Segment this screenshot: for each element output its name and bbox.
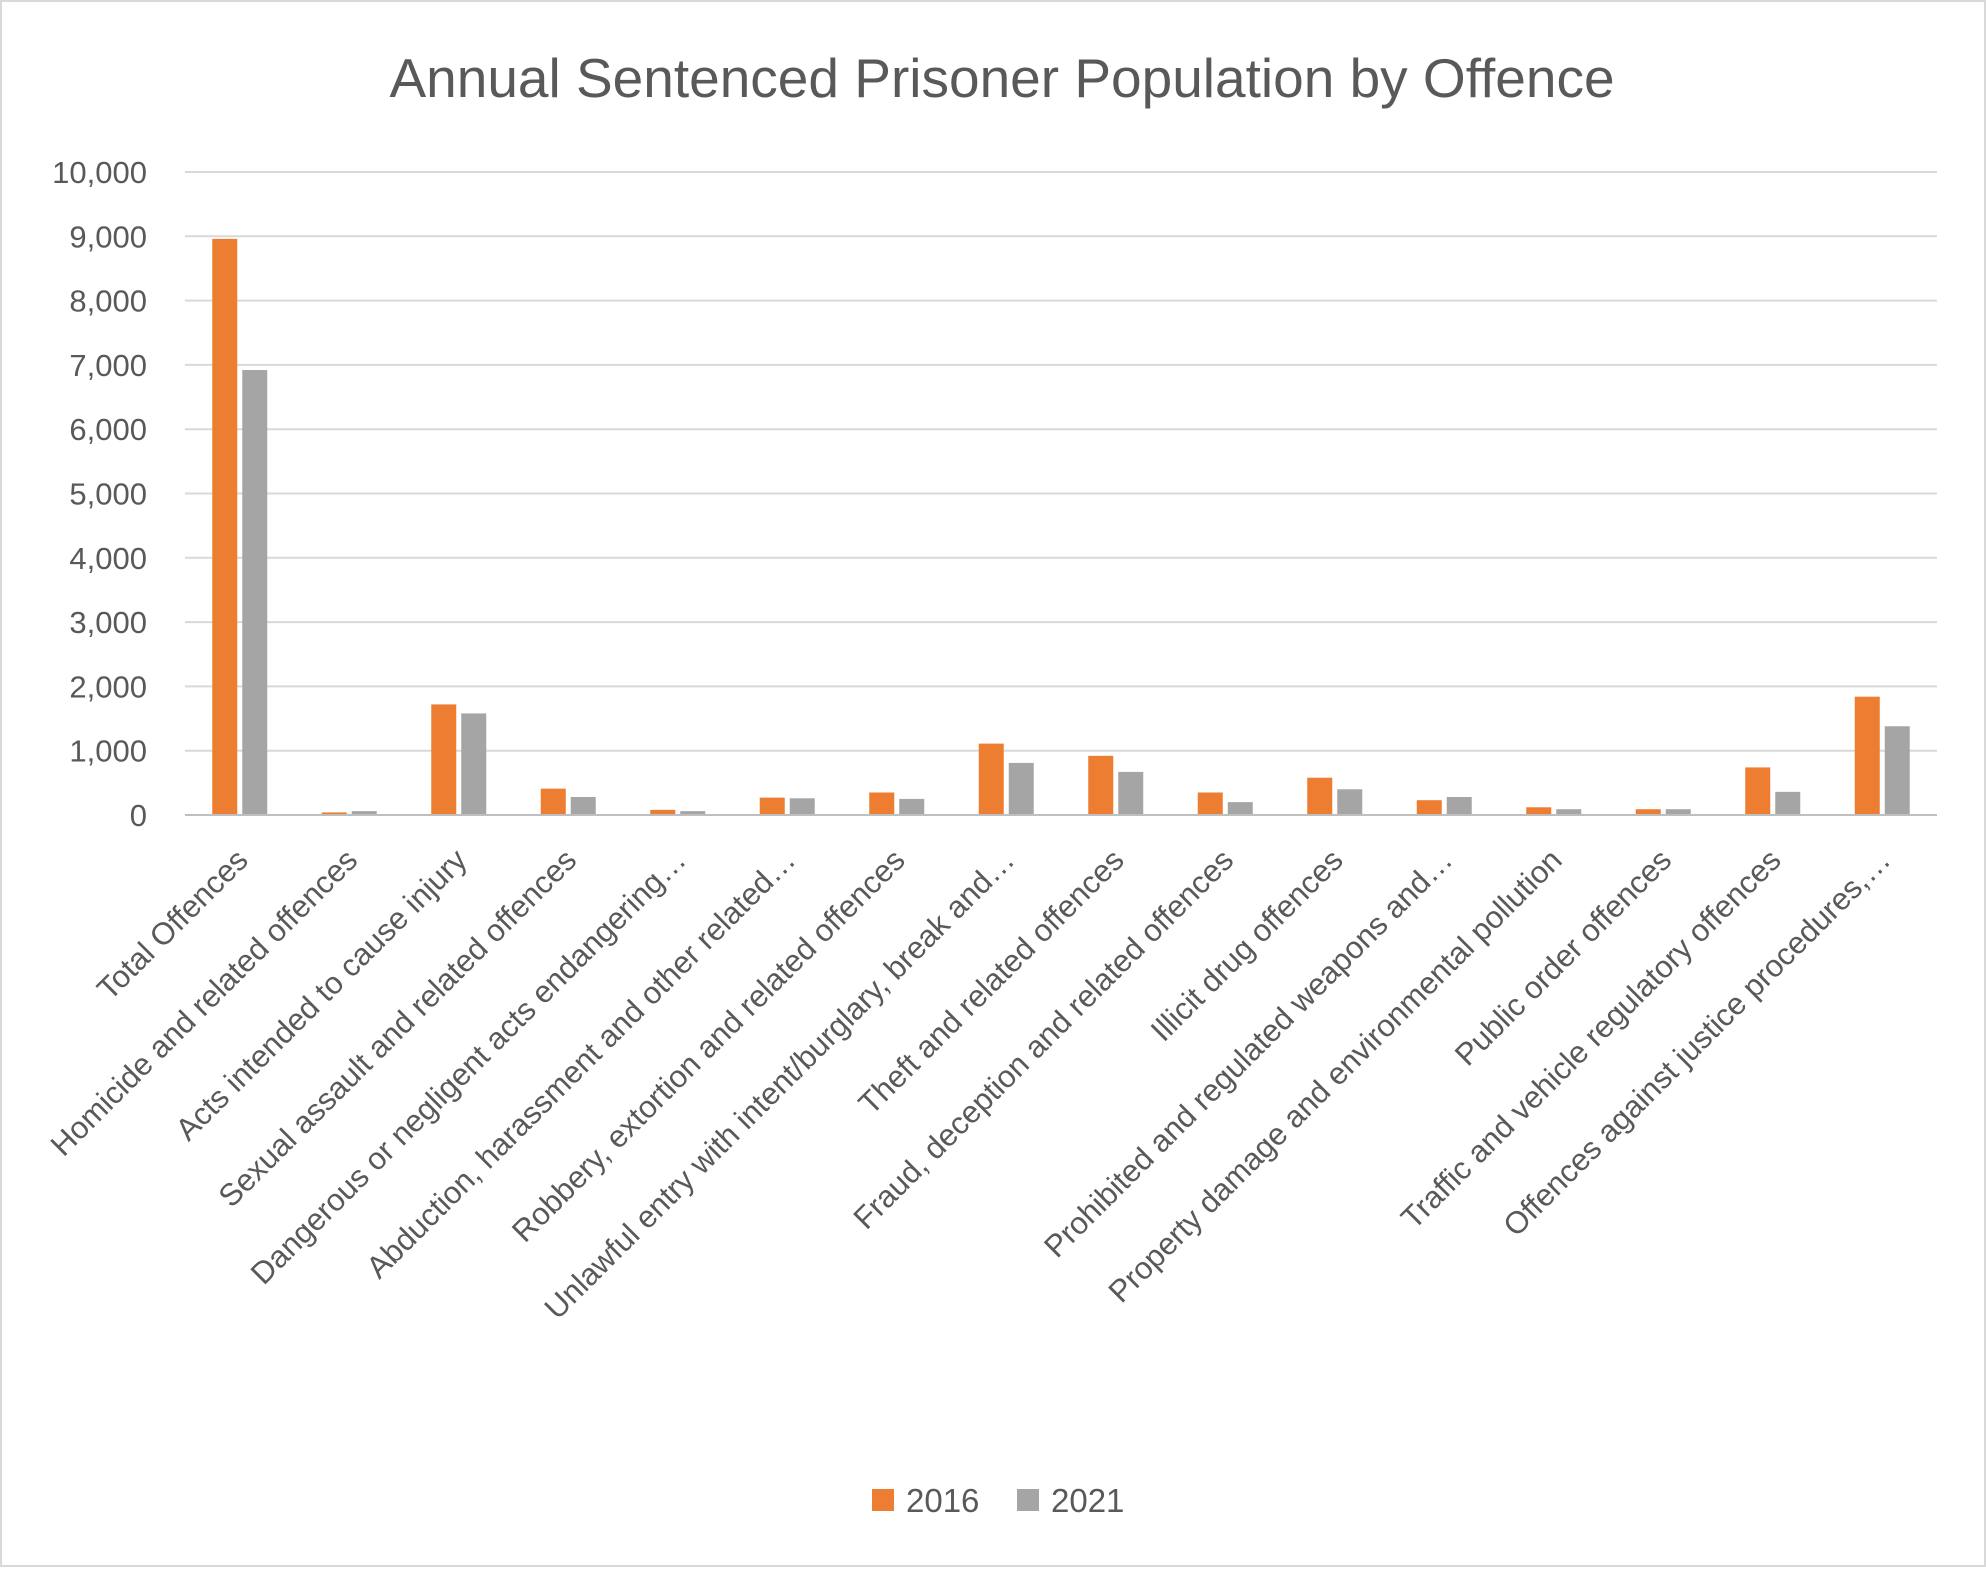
bar-2016 [1745,767,1771,815]
bar-2016 [431,704,457,815]
bar-2021 [1337,789,1363,815]
x-tick-label: Robbery, extortion and related offences [505,842,912,1249]
y-tick-label: 8,000 [69,284,147,319]
bar-2021 [1884,726,1910,815]
y-tick-label: 5,000 [69,477,147,512]
bar-2021 [1118,771,1144,815]
x-tick-label: Public order offences [1448,842,1678,1072]
bar-2021 [351,811,377,815]
y-tick-label: 7,000 [69,348,147,383]
bar-2016 [212,238,238,815]
bar-2021 [1775,791,1801,815]
legend-swatch-2016 [872,1489,894,1511]
bar-2021 [1446,796,1472,815]
x-tick-label: Traffic and vehicle regulatory offences [1394,842,1788,1236]
bar-2021 [899,798,925,815]
bar-2021 [461,713,487,815]
bar-2021 [1008,762,1034,815]
bar-2021 [242,370,268,815]
y-tick-label: 3,000 [69,605,147,640]
legend: 2016 2021 [872,1482,1124,1519]
x-tick-label: Prohibited and regulated weapons and… [1037,842,1459,1264]
chart-title: Annual Sentenced Prisoner Population by … [389,47,1614,109]
bar-2021 [1227,802,1253,815]
bar-2021 [1665,809,1691,815]
y-tick-label: 9,000 [69,219,147,254]
bar-2016 [869,792,895,815]
legend-label-2021: 2021 [1051,1482,1124,1519]
y-tick-label: 10,000 [52,155,147,190]
y-tick-label: 1,000 [69,734,147,769]
x-tick-label: Illicit drug offences [1144,842,1350,1048]
bar-2016 [1416,800,1442,815]
bar-2016 [978,743,1004,815]
bar-2021 [570,796,596,815]
bars [212,238,1910,815]
bar-2016 [1526,807,1552,815]
bar-2016 [321,812,347,815]
bar-2016 [1635,809,1661,815]
y-axis: 0 1,000 2,000 3,000 4,000 5,000 6,000 7,000 8,00… [52,155,147,833]
y-tick-label: 0 [130,798,147,833]
bar-2021 [680,811,706,815]
bar-2021 [789,798,815,815]
bar-2016 [1307,777,1333,815]
y-tick-label: 6,000 [69,412,147,447]
bar-2016 [540,788,566,815]
legend-label-2016: 2016 [906,1482,979,1519]
bar-2016 [1197,792,1223,815]
y-tick-label: 4,000 [69,541,147,576]
x-tick-label: Fraud, deception and related offences [847,842,1241,1236]
gridlines [185,171,1937,752]
bar-2016 [1854,696,1880,815]
bar-2016 [650,809,676,815]
y-tick-label: 2,000 [69,669,147,704]
bar-2016 [1088,755,1114,815]
bar-2021 [1556,809,1582,815]
x-tick-label: Offences against justice procedures,… [1496,842,1897,1243]
bar-2016 [759,797,785,815]
legend-swatch-2021 [1017,1489,1039,1511]
